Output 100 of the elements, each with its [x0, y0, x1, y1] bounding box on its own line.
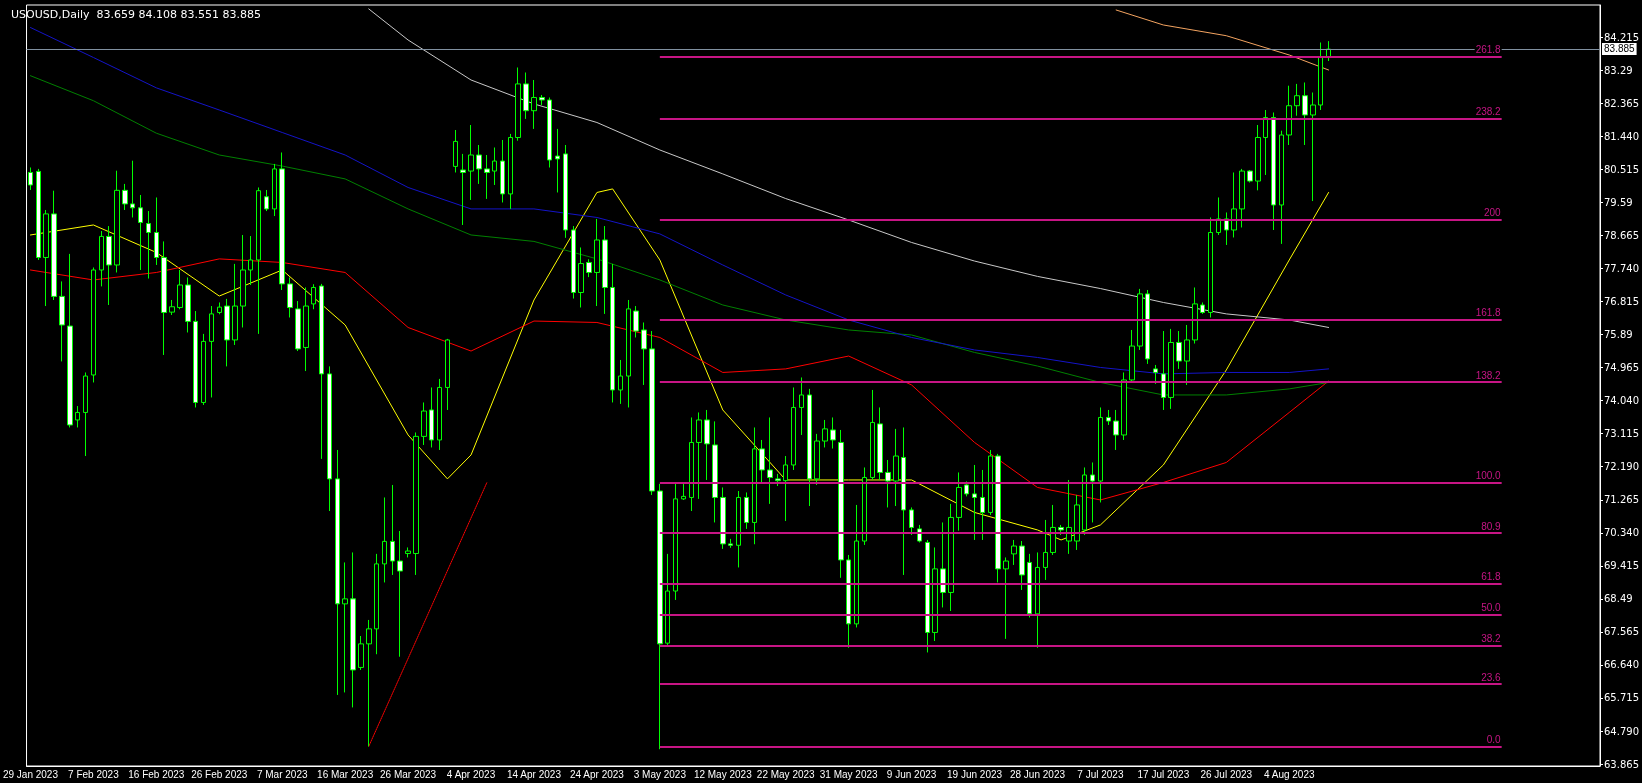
annotation: 238.2 [1475, 106, 1502, 118]
candlestick [1279, 130, 1284, 245]
candlestick [1003, 556, 1009, 640]
candlestick [980, 469, 985, 541]
candlestick [712, 420, 718, 523]
y-tick-label: 65.715 [1604, 692, 1640, 704]
candlestick [830, 416, 836, 450]
candlestick [484, 154, 490, 200]
y-tick-label: 78.665 [1604, 230, 1640, 242]
x-tick-label: 16 Mar 2023 [317, 768, 374, 780]
candlestick [681, 481, 686, 501]
candlestick [909, 506, 914, 536]
candlestick [1145, 289, 1150, 365]
candlestick [626, 299, 631, 408]
candlestick [814, 433, 820, 486]
candlestick [925, 539, 930, 653]
candlestick [956, 471, 962, 532]
candlestick [421, 401, 427, 446]
candlestick [704, 409, 710, 481]
candlestick [161, 240, 167, 356]
x-tick-label: 22 May 2023 [756, 768, 816, 780]
candlestick [114, 170, 120, 273]
annotation: 261.8 [1475, 43, 1502, 55]
candlestick [83, 371, 88, 457]
candlestick [36, 168, 41, 261]
candlestick [1050, 504, 1056, 556]
candlestick [99, 230, 104, 287]
annotation: 23.6 [1481, 671, 1502, 683]
candlestick [995, 453, 1001, 583]
annotation: 0.0 [1486, 733, 1502, 745]
y-tick-label: 66.640 [1604, 659, 1640, 671]
candlestick [846, 554, 851, 649]
candlestick [657, 483, 663, 750]
candlestick [405, 546, 411, 558]
candlestick [224, 298, 230, 367]
candlestick [515, 66, 521, 142]
candlestick [350, 551, 356, 708]
candlestick [972, 464, 977, 541]
annotation: 38.2 [1481, 633, 1502, 645]
y-tick-label: 84.215 [1604, 31, 1640, 43]
candlestick [460, 153, 466, 226]
y-tick-label: 83.29 [1604, 64, 1633, 76]
candlestick [437, 378, 442, 451]
candlestick [232, 263, 238, 346]
candlestick [1082, 466, 1087, 536]
candlestick [335, 449, 340, 696]
candlestick [838, 429, 844, 579]
candlestick [775, 473, 781, 487]
candlestick [594, 218, 600, 307]
y-tick-label: 74.965 [1604, 362, 1640, 374]
x-tick-label: 4 Apr 2023 [446, 768, 496, 780]
candlestick [1231, 171, 1237, 238]
candlestick [759, 439, 765, 485]
annotation: 138.2 [1475, 369, 1502, 381]
candlestick [948, 503, 954, 612]
candlestick [665, 553, 670, 646]
candlestick [988, 449, 993, 516]
candlestick [633, 305, 639, 338]
annotation: 200 [1483, 206, 1502, 218]
candlestick [539, 94, 545, 106]
x-tick-label: 31 May 2023 [819, 768, 879, 780]
y-tick-label: 64.790 [1604, 725, 1640, 737]
candlestick [193, 310, 198, 408]
x-tick-label: 16 Feb 2023 [128, 768, 185, 780]
candlestick [1161, 330, 1166, 411]
candlestick [342, 561, 348, 693]
candlestick [1310, 91, 1316, 202]
candlestick [1271, 111, 1276, 231]
x-tick-label: 24 Apr 2023 [569, 768, 625, 780]
candlestick [358, 635, 364, 671]
candlestick [75, 405, 80, 428]
candlestick [791, 386, 796, 471]
candlestick [618, 359, 623, 405]
y-tick-label: 76.815 [1604, 296, 1640, 308]
candlestick [885, 459, 891, 508]
candlestick [374, 553, 379, 655]
candlestick [1294, 83, 1300, 117]
candlestick [1011, 539, 1017, 566]
candlestick [146, 210, 151, 280]
y-tick-label: 63.865 [1604, 758, 1640, 770]
candlestick [1208, 216, 1213, 318]
candlestick [492, 146, 497, 186]
line-series [368, 8, 1330, 328]
candlestick [122, 183, 128, 211]
candlestick [1121, 371, 1127, 441]
candlestick [201, 333, 206, 406]
candlestick [649, 330, 655, 496]
y-tick-label: 69.415 [1604, 560, 1640, 572]
x-tick-label: 29 Jan 2023 [2, 768, 59, 780]
candlestick [547, 96, 552, 168]
candlestick [287, 276, 293, 318]
y-tick-label: 74.040 [1604, 395, 1640, 407]
candlestick [390, 484, 395, 576]
x-tick-label: 3 May 2023 [633, 768, 687, 780]
candlestick [744, 491, 749, 530]
candlestick [1247, 169, 1253, 183]
candlestick [366, 619, 372, 747]
annotation: 61.8 [1481, 571, 1502, 583]
candlestick [1255, 124, 1261, 191]
x-tick-label: 26 Mar 2023 [380, 768, 437, 780]
